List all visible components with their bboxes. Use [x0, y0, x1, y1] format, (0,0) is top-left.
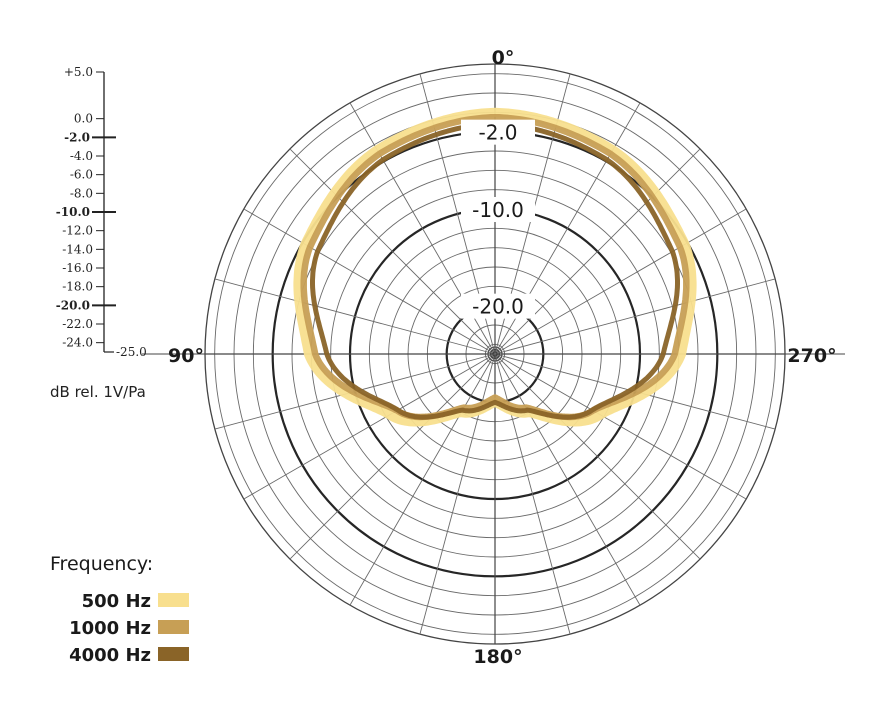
scale-tick-label: -2.0 [64, 130, 90, 144]
scale-tick-label: -6.0 [70, 168, 93, 182]
grid-spoke [289, 148, 496, 355]
ring-label-backdrop [461, 119, 535, 145]
scale-tick-label: -10.0 [56, 205, 90, 219]
legend-swatch-4000hz [158, 647, 189, 661]
scale-tick-label: -16.0 [62, 261, 93, 275]
legend-swatch-1000hz [158, 620, 189, 634]
db-scale-ticks: +5.0 0.0 -2.0 -4.0 -6.0 -8.0 -10.0 -12.0 -14.0 -1… [56, 65, 147, 359]
legend-item-1000hz: 1000 Hz [69, 618, 189, 639]
ring-label-backdrop [461, 197, 535, 222]
grid-spoke [494, 353, 571, 635]
angle-label-270: 270° [787, 345, 836, 367]
grid-spoke [349, 353, 496, 606]
grid-spoke [419, 353, 496, 635]
angle-label-180: 180° [473, 646, 522, 668]
legend-label-500hz: 500 Hz [82, 591, 151, 612]
ring-labels: -2.0 -10.0 -20.0 [472, 121, 524, 319]
ring-label-backdrop [461, 293, 535, 319]
scale-tick-label: -8.0 [70, 186, 93, 200]
db-scale: +5.0 0.0 -2.0 -4.0 -6.0 -8.0 -10.0 -12.0 -14.0 -1… [50, 65, 147, 401]
curve-4000hz [310, 121, 680, 420]
polar-center [487, 346, 503, 362]
scale-tick-label: -22.0 [62, 317, 93, 331]
scale-tick-label: -18.0 [62, 280, 93, 294]
db-unit-label: dB rel. 1V/Pa [50, 383, 146, 401]
angle-labels: 0° 90° 180° 270° [168, 47, 837, 668]
ring-label-minus-20: -20.0 [472, 295, 524, 319]
center-ring [490, 349, 500, 359]
angle-label-0: 0° [492, 47, 515, 69]
grid-spoke [494, 353, 701, 560]
grid-spoke [289, 353, 496, 560]
scale-tick-label: -24.0 [62, 336, 93, 350]
scale-tick-label: 0.0 [74, 112, 93, 126]
legend-label-4000hz: 4000 Hz [69, 645, 151, 666]
scale-tick-label: -20.0 [56, 298, 90, 312]
response-curves [293, 107, 697, 427]
scale-tick-label: -14.0 [62, 242, 93, 256]
legend-item-500hz: 500 Hz [82, 591, 189, 612]
grid-spoke [494, 278, 776, 355]
grid-spoke [494, 353, 641, 606]
grid-spoke [243, 353, 496, 500]
grid-spoke [243, 208, 496, 355]
ring-label-minus-10: -10.0 [472, 198, 524, 222]
ring-label-minus-2: -2.0 [478, 121, 517, 145]
legend-title: Frequency: [50, 553, 153, 575]
grid-spoke [494, 208, 747, 355]
legend: Frequency: 500 Hz 1000 Hz 4000 Hz [50, 553, 189, 666]
angle-label-90: 90° [168, 345, 204, 367]
legend-label-1000hz: 1000 Hz [69, 618, 151, 639]
curve-1000hz [300, 113, 690, 421]
scale-tick-label: -12.0 [62, 224, 93, 238]
scale-tick-label: -25.0 [116, 345, 147, 359]
center-ring [487, 346, 503, 362]
scale-tick-label: +5.0 [64, 65, 93, 79]
grid-spoke [494, 148, 701, 355]
grid-spoke [494, 353, 747, 500]
scale-tick-label: -4.0 [70, 149, 93, 163]
grid-spoke [214, 278, 496, 355]
polar-grid [142, 63, 845, 645]
legend-item-4000hz: 4000 Hz [69, 645, 189, 666]
center-ring [492, 351, 498, 357]
legend-swatch-500hz [158, 593, 189, 607]
